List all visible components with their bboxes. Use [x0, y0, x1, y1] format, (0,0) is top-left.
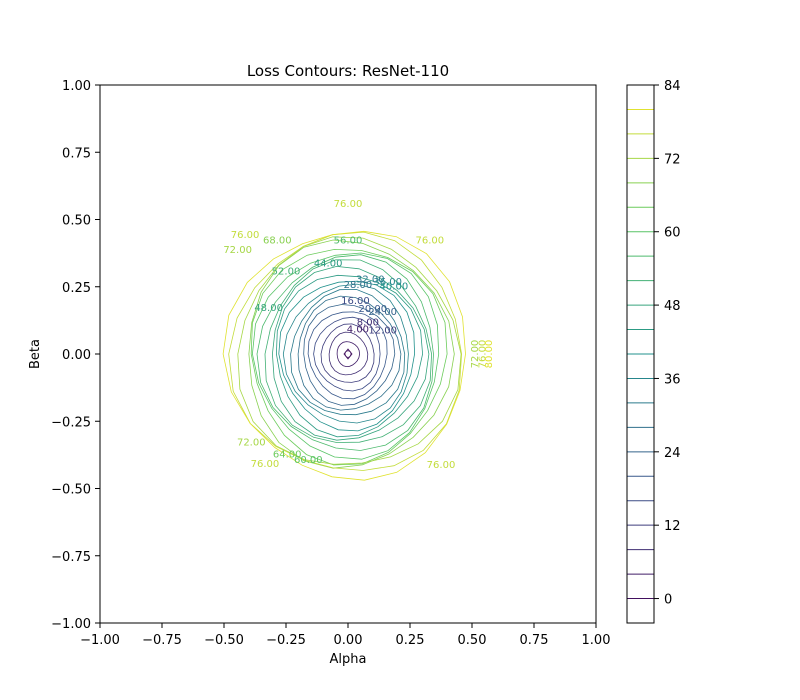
contour-label: 28.00	[344, 280, 373, 291]
contour-label: 16.00	[341, 296, 370, 307]
y-tick-label: 0.25	[62, 281, 91, 296]
contour-label: 48.00	[254, 303, 283, 314]
colorbar-tick-label: 24	[664, 446, 681, 461]
contour-level-36	[282, 283, 409, 424]
colorbar-tick-label: 72	[664, 152, 681, 167]
contour-label: 44.00	[314, 258, 343, 269]
colorbar: 0 12 24 36 48 60 72 84	[626, 79, 681, 624]
contour-level-4	[336, 341, 361, 368]
y-tick-label: −0.50	[51, 483, 91, 498]
contour-label: 56.00	[334, 236, 363, 247]
x-tick-label: 1.00	[582, 633, 611, 648]
contour-level-44	[275, 274, 424, 438]
contour-level-16	[313, 316, 381, 392]
contour-level-72	[237, 236, 462, 465]
y-axis-ticks: 1.00 0.75 0.50 0.25 0.00 −0.25 −0.50 −0.75 −1.00	[51, 79, 100, 632]
contour-level-20	[307, 311, 388, 400]
contour-level-76	[228, 231, 463, 471]
contour-label: 72.00	[470, 340, 481, 369]
contour-label: 76.00	[427, 460, 456, 471]
contour-level-56	[256, 254, 434, 451]
chart-title: Loss Contours: ResNet-110	[247, 62, 449, 80]
colorbar-tick-label: 48	[664, 299, 681, 314]
y-tick-label: 0.00	[62, 348, 91, 363]
contour-label: 76.00	[251, 459, 280, 470]
colorbar-tick-label: 12	[664, 519, 681, 534]
contour-level-48	[271, 265, 430, 441]
contour-label: 8.00	[357, 318, 379, 329]
contour-label: 76.00	[478, 340, 489, 369]
x-tick-label: 0.25	[396, 633, 425, 648]
contour-level-24	[303, 304, 396, 406]
x-tick-label: 0.75	[520, 633, 549, 648]
y-tick-label: 1.00	[62, 79, 91, 94]
contour-label: 12.00	[368, 326, 397, 337]
contour-label: 4.00	[347, 324, 369, 335]
contour-label: 80.00	[484, 340, 495, 369]
contour-label: 72.00	[223, 245, 252, 256]
contour-level-32	[290, 288, 406, 416]
contour-level-80	[222, 230, 466, 481]
contour-label: 60.00	[294, 455, 323, 466]
contour-label: 68.00	[263, 236, 292, 247]
colorbar-tick-label: 0	[664, 593, 672, 608]
x-tick-label: −0.50	[204, 633, 244, 648]
colorbar-tick-label: 84	[664, 79, 681, 94]
colorbar-frame	[626, 84, 655, 624]
y-axis-title: Beta	[28, 339, 43, 369]
contour-level-12	[320, 323, 375, 383]
minimum-marker	[343, 348, 353, 360]
contour-level-60	[251, 252, 440, 460]
contour-label: 36.00	[373, 277, 402, 288]
contour-label: 52.00	[272, 266, 301, 277]
colorbar-tick-label: 60	[664, 226, 681, 241]
contour-label: 24.00	[368, 307, 397, 318]
y-tick-label: −0.25	[51, 415, 91, 430]
x-axis-ticks: −1.00 −0.75 −0.50 −0.25 0.00 0.25 0.50 0.75 1.00	[80, 623, 610, 648]
contour-level-40	[278, 280, 416, 432]
contour-level-68	[248, 239, 455, 469]
x-tick-label: −0.75	[142, 633, 182, 648]
x-tick-label: −0.25	[266, 633, 306, 648]
y-tick-label: 0.50	[62, 214, 91, 229]
x-tick-label: 0.00	[334, 633, 363, 648]
y-tick-label: 0.75	[62, 146, 91, 161]
contour-label: 72.00	[237, 437, 266, 448]
contour-lines	[222, 230, 466, 481]
contour-label: 20.00	[358, 304, 387, 315]
x-tick-label: 0.50	[458, 633, 487, 648]
contour-label: 64.00	[273, 449, 302, 460]
x-axis-title: Alpha	[330, 652, 367, 667]
y-tick-label: −1.00	[51, 617, 91, 632]
colorbar-tick-label: 36	[664, 372, 681, 387]
contour-level-64	[250, 248, 448, 466]
contour-label: 76.00	[416, 236, 445, 247]
contour-label: 76.00	[334, 199, 363, 210]
contour-label: 40.00	[380, 281, 409, 292]
y-tick-label: −0.75	[51, 550, 91, 565]
x-tick-label: −1.00	[80, 633, 120, 648]
plot-frame	[99, 84, 597, 624]
contour-level-28	[297, 295, 402, 411]
contour-label: 32.00	[356, 275, 385, 286]
contour-label: 76.00	[231, 230, 260, 241]
contour-level-52	[264, 259, 433, 443]
contour-level-8	[328, 331, 369, 376]
